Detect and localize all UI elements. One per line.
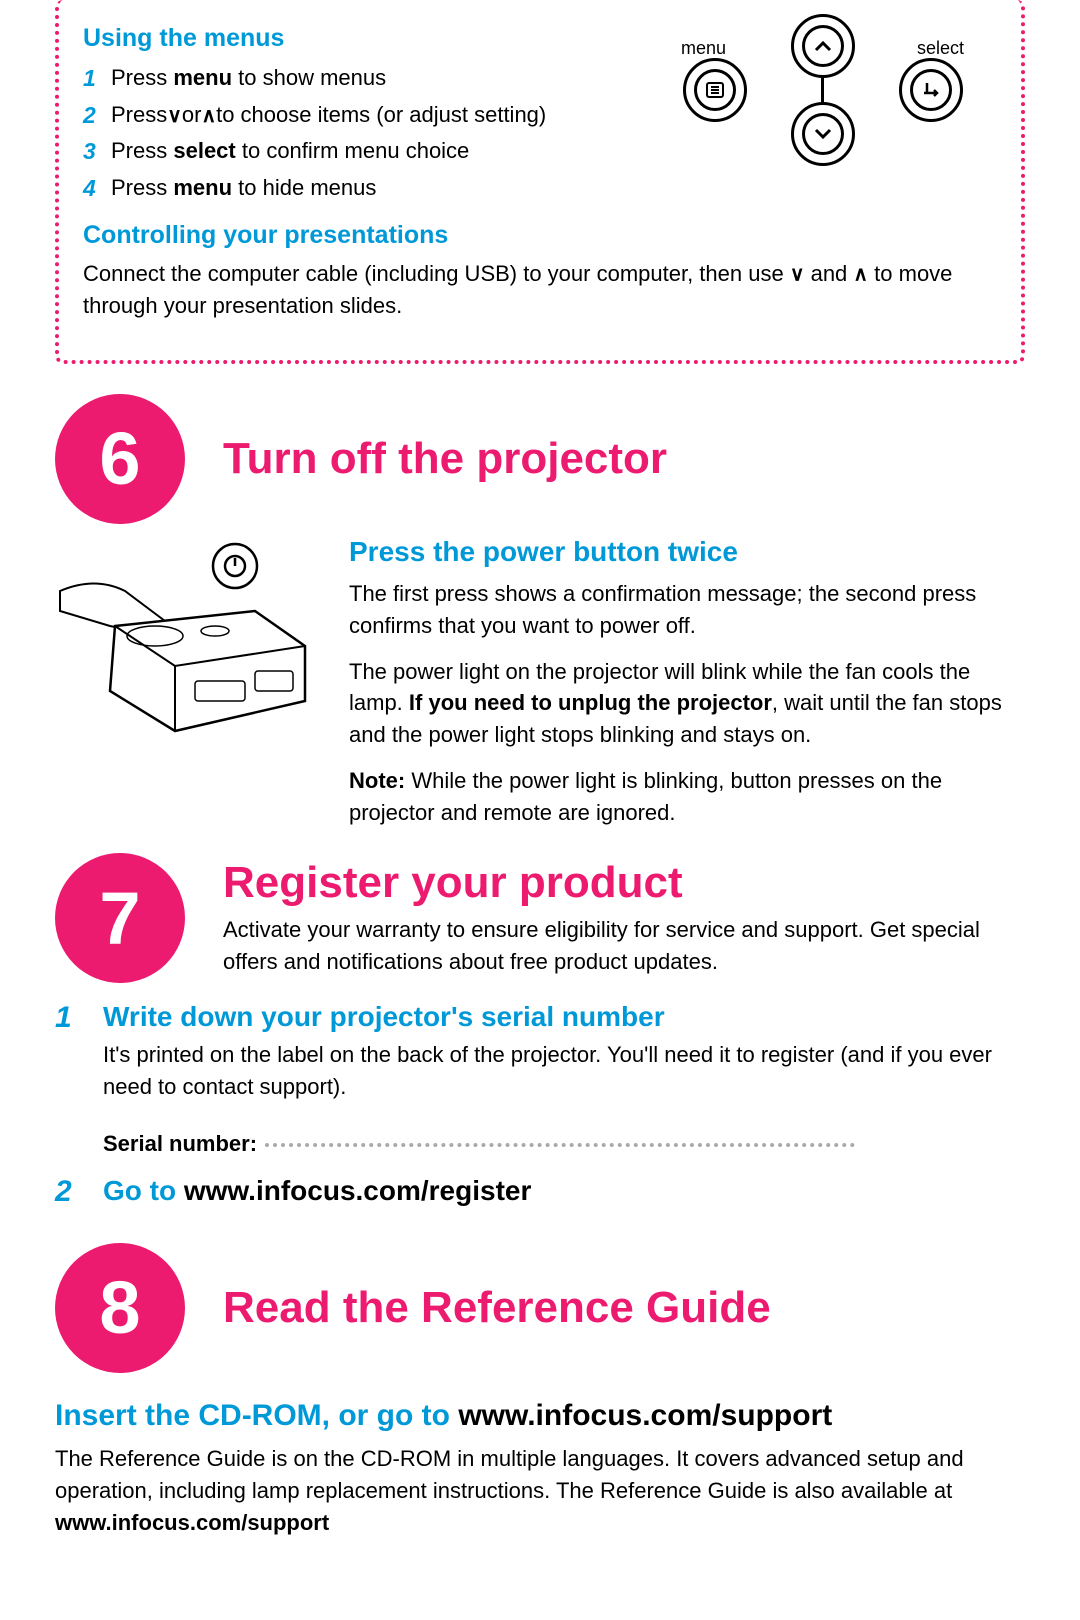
projector-illustration	[55, 536, 325, 843]
controlling-text: Connect the computer cable (including US…	[83, 258, 997, 322]
substep-1-body: It's printed on the label on the back of…	[103, 1039, 1025, 1103]
serial-dotted-line	[265, 1143, 855, 1147]
step-8-badge: 8	[55, 1243, 185, 1373]
step-8-subheading: Insert the CD-ROM, or go to www.infocus.…	[55, 1399, 1025, 1433]
up-button-icon	[791, 14, 855, 78]
chevron-down-icon: ∨	[167, 105, 182, 127]
step-8-body: The Reference Guide is on the CD-ROM in …	[55, 1443, 1025, 1539]
step-7-substep-2: 2 Go to www.infocus.com/register	[55, 1175, 1025, 1213]
step-6-header: 6 Turn off the projector	[55, 394, 1025, 524]
remote-buttons-diagram: menu select	[681, 14, 981, 184]
menu-button-icon	[683, 58, 747, 122]
step-8-title: Read the Reference Guide	[223, 1283, 771, 1333]
select-label: select	[917, 38, 964, 59]
step-7-badge: 7	[55, 853, 185, 983]
down-button-icon	[791, 102, 855, 166]
chevron-up-icon: ∧	[853, 264, 868, 286]
step-6-badge: 6	[55, 394, 185, 524]
step-7-header: 7 Register your product Activate your wa…	[55, 853, 1025, 983]
step-7-intro: Activate your warranty to ensure eligibi…	[223, 914, 1025, 978]
chevron-up-icon: ∧	[201, 105, 216, 127]
substep-1-title: Write down your projector's serial numbe…	[103, 1001, 1025, 1033]
chevron-down-icon: ∨	[790, 264, 805, 286]
step-7-title: Register your product	[223, 858, 1025, 908]
step-6-body: Press the power button twice The first p…	[55, 536, 1025, 843]
step-6-note: Note: While the power light is blinking,…	[349, 765, 1025, 829]
step-6-para-1: The first press shows a confirmation mes…	[349, 578, 1025, 642]
substep-2-title: Go to www.infocus.com/register	[103, 1175, 531, 1207]
step-8-header: 8 Read the Reference Guide	[55, 1243, 1025, 1373]
step-7-substep-1: 1 Write down your projector's serial num…	[55, 1001, 1025, 1117]
controlling-heading: Controlling your presentations	[83, 221, 997, 250]
select-button-icon	[899, 58, 963, 122]
menu-label: menu	[681, 38, 726, 59]
step-6-subheading: Press the power button twice	[349, 536, 1025, 568]
step-6-para-2: The power light on the projector will bl…	[349, 656, 1025, 752]
step-6-title: Turn off the projector	[223, 434, 667, 484]
serial-number-field: Serial number:	[103, 1131, 1025, 1157]
menu-instructions-box: Using the menus 1 Press menu to show men…	[55, 0, 1025, 364]
